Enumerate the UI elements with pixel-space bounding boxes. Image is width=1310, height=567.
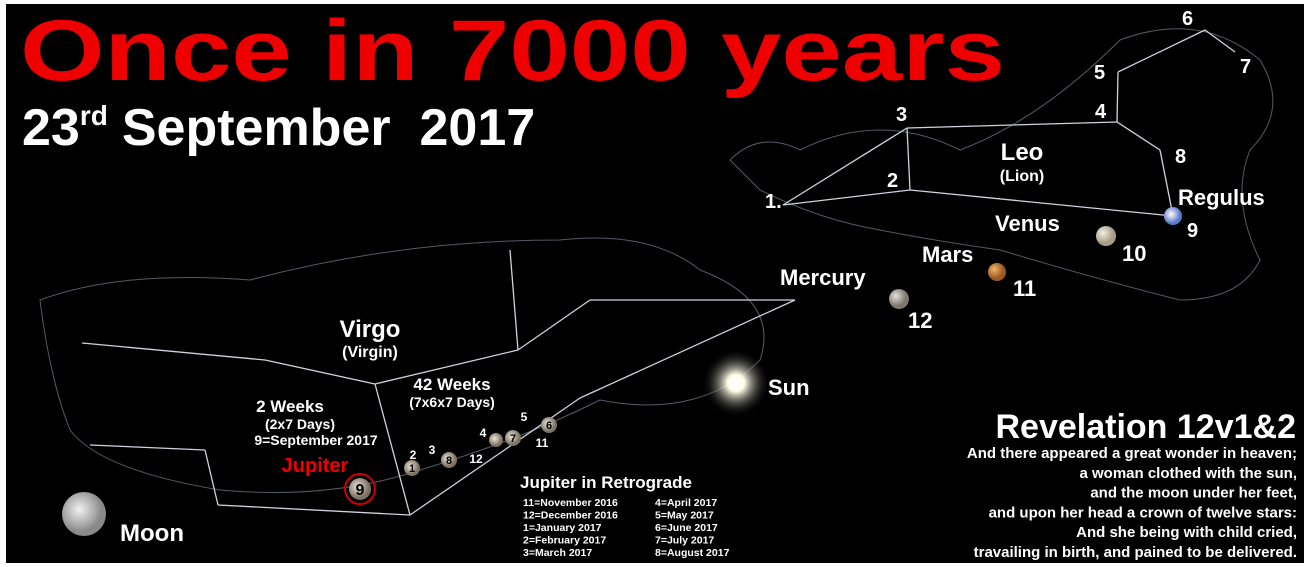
leo-star: 1.: [765, 191, 782, 213]
sun-label: Sun: [768, 375, 810, 400]
retrograde-item: 5=May 2017: [655, 510, 714, 522]
leo-star: 7: [1240, 56, 1251, 78]
mercury-planet: [889, 289, 909, 309]
jupiter-position: 2: [410, 448, 417, 462]
planet-number: 11: [1013, 276, 1036, 301]
infographic: Once in 7000 years 23rdSeptember 2017 1.…: [0, 0, 1310, 567]
retrograde-item: 11=November 2016: [523, 497, 618, 509]
planet-name: Mercury: [780, 265, 866, 290]
jupiter-number: 9: [356, 482, 365, 499]
venus-planet: [1096, 226, 1116, 246]
sun-glow: [702, 349, 770, 417]
retrograde-item: 8=August 2017: [655, 547, 730, 559]
planet-name: Mars: [922, 242, 973, 267]
jupiter-position: 7: [510, 433, 516, 445]
leo-star: 6: [1182, 8, 1193, 30]
date-suffix: rd: [80, 100, 108, 131]
revelation-line: and upon her head a crown of twelve star…: [989, 504, 1297, 521]
revelation-line: And she being with child cried,: [1076, 524, 1297, 541]
jupiter-position: 12: [469, 452, 483, 466]
date-day: 23: [22, 99, 80, 157]
leo-star: 4: [1095, 101, 1107, 123]
moon-disc: [62, 492, 106, 536]
jupiter-position: 1: [409, 463, 415, 475]
retrograde-item: 7=July 2017: [655, 535, 714, 547]
jupiter-position: 5: [521, 410, 528, 424]
leo-star: 9: [1187, 220, 1198, 242]
jupiter-position: 4: [480, 426, 487, 440]
retrograde-item: 6=June 2017: [655, 522, 718, 534]
retrograde-item: 2=February 2017: [523, 535, 606, 547]
jupiter-position: 8: [446, 455, 452, 467]
retrograde-item: 4=April 2017: [655, 497, 717, 509]
leo-star: 5: [1094, 62, 1105, 84]
planet-number: 12: [908, 308, 932, 333]
planet-number: 10: [1122, 241, 1146, 266]
retrograde-item: 3=March 2017: [523, 547, 592, 559]
mars-planet: [988, 263, 1006, 281]
date-rest: September 2017: [122, 99, 535, 157]
retrograde-item: 1=January 2017: [523, 522, 602, 534]
planet-name: Venus: [995, 211, 1060, 236]
revelation-line: a woman clothed with the sun,: [1079, 465, 1297, 482]
leo-star: 3: [896, 104, 907, 126]
regulus-label: Regulus: [1178, 185, 1265, 210]
jupiter-position: 3: [429, 443, 436, 457]
jupiter-position: 6: [546, 420, 552, 432]
jupiter-position: 11: [536, 436, 549, 450]
september-label: 9=September 2017: [254, 432, 378, 448]
revelation-line: and the moon under her feet,: [1090, 485, 1297, 502]
virgo-name: Virgo: [340, 316, 401, 343]
weeks-42-detail: (7x6x7 Days): [409, 394, 495, 410]
revelation-line: And there appeared a great wonder in hea…: [967, 445, 1297, 462]
revelation-title: Revelation 12v1&2: [996, 408, 1297, 446]
weeks-2: 2 Weeks: [256, 397, 324, 416]
weeks-42: 42 Weeks: [413, 375, 490, 394]
weeks-2-detail: (2x7 Days): [265, 416, 335, 432]
leo-subtitle: (Lion): [1000, 168, 1044, 185]
revelation-line: travailing in birth, and pained to be de…: [974, 544, 1297, 561]
title: Once in 7000 years: [20, 3, 1005, 99]
retrograde-item: 12=December 2016: [523, 510, 618, 522]
leo-star: 8: [1175, 146, 1186, 168]
retrograde-title: Jupiter in Retrograde: [520, 473, 692, 492]
decoration: [489, 433, 503, 447]
leo-name: Leo: [1001, 139, 1044, 166]
moon-label: Moon: [120, 520, 184, 547]
leo-star: 2: [887, 170, 898, 192]
jupiter-label: Jupiter: [282, 455, 349, 477]
virgo-subtitle: (Virgin): [342, 344, 398, 361]
